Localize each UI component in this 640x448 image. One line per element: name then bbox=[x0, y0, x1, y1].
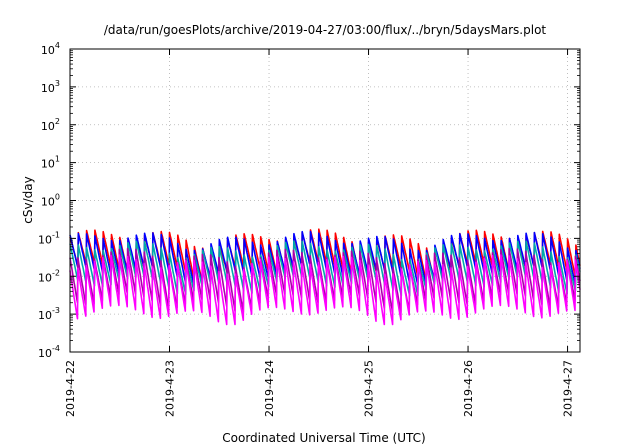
x-tick-label: 2019-4-24 bbox=[263, 360, 276, 417]
x-tick-label: 2019-4-22 bbox=[64, 360, 77, 417]
y-tick-label: 101 bbox=[41, 155, 60, 171]
x-axis-ticks: 2019-4-22 2019-4-23 2019-4-24 2019-4-25 2019… bbox=[64, 49, 575, 417]
y-tick-label: 103 bbox=[41, 79, 60, 95]
x-tick-label: 2019-4-23 bbox=[164, 360, 177, 417]
y-tick-label: 10-2 bbox=[38, 268, 60, 284]
x-tick-label: 2019-4-25 bbox=[363, 360, 376, 417]
y-tick-label: 10-1 bbox=[38, 230, 60, 246]
x-tick-label: 2019-4-27 bbox=[562, 360, 575, 417]
series-line bbox=[69, 230, 581, 286]
y-tick-label: 10-3 bbox=[38, 306, 60, 322]
y-tick-label: 104 bbox=[41, 41, 60, 57]
series-line bbox=[69, 247, 581, 313]
y-tick-label: 10-4 bbox=[38, 344, 60, 360]
series-line bbox=[69, 254, 581, 326]
y-tick-label: 100 bbox=[41, 193, 60, 209]
series-line bbox=[69, 240, 581, 297]
x-axis-label: Coordinated Universal Time (UTC) bbox=[222, 431, 425, 445]
plot-series-group bbox=[69, 228, 581, 326]
chart-title: /data/run/goesPlots/archive/2019-04-27/0… bbox=[104, 23, 547, 37]
y-axis-ticks: 10-4 10-3 10-2 10-1 100 101 102 103 104 bbox=[38, 41, 580, 360]
y-tick-label: 102 bbox=[41, 117, 60, 133]
x-tick-label: 2019-4-26 bbox=[462, 360, 475, 417]
y-axis-label: cSv/day bbox=[21, 176, 35, 223]
